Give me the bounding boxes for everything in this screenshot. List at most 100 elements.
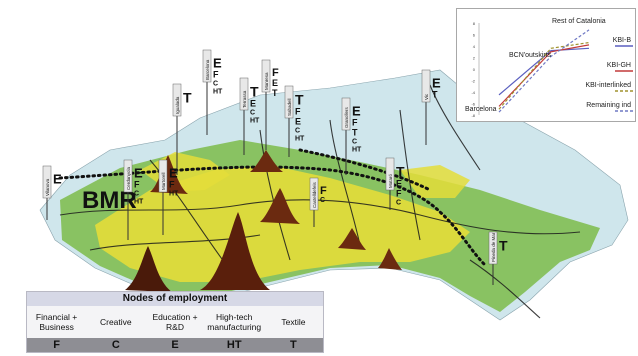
peak-hospitalet <box>260 188 300 224</box>
pole-tag <box>488 231 498 265</box>
pole-tag <box>202 49 212 83</box>
peak-manresa <box>250 150 283 172</box>
pole-code: HT <box>169 191 179 198</box>
category-label: Barcelona <box>465 106 497 113</box>
pole-code: E <box>53 172 62 187</box>
pole-code: HT <box>352 147 362 154</box>
pole-code: C <box>295 128 300 135</box>
pole-name: Granollers <box>344 106 349 128</box>
pole-code: F <box>272 67 279 79</box>
legend-code: T <box>290 339 297 351</box>
pole-castelldefels: Castelldefels FC <box>309 177 327 227</box>
bmr-boundary-line <box>58 165 487 267</box>
y-tick-label: -2 <box>471 79 475 84</box>
category-label: Rest of Catalonia <box>552 18 606 25</box>
pole-code: C <box>320 197 325 204</box>
pole-code: T <box>396 164 405 180</box>
peak-barcelona <box>200 212 270 290</box>
pole-name: Vic <box>424 93 429 100</box>
pole-name: Castelldefels <box>312 181 317 208</box>
pole-vilanova: Vilanova E <box>42 165 62 220</box>
pole-code: HT <box>295 136 305 143</box>
pole-code: E <box>295 117 301 127</box>
pole-code: C <box>250 110 255 117</box>
legend-entry-label: KBI-B <box>613 37 632 44</box>
pole-tag <box>385 157 395 191</box>
pole-pineda-de-mar: Pineda de Mar T <box>488 231 508 285</box>
y-tick-label: 4 <box>473 44 476 49</box>
pole-code: F <box>213 70 219 80</box>
pole-code: F <box>134 180 140 190</box>
category-label: BCN'outskirts <box>509 52 552 59</box>
legend-entry-label: KBI-interlinked <box>585 82 631 89</box>
pole-tag <box>239 77 249 111</box>
pole-code: HT <box>213 89 223 96</box>
pole-code: E <box>213 56 222 71</box>
pole-code: E <box>272 78 278 88</box>
pole-tag <box>309 177 319 211</box>
pole-code: T <box>499 238 508 254</box>
pole-code: HT <box>250 118 260 125</box>
y-tick-label: 8 <box>473 21 476 26</box>
pole-tag <box>261 59 271 93</box>
pole-igualada: Igualada T <box>172 83 192 175</box>
pole-name: Sabadell <box>287 98 292 116</box>
pole-code: T <box>183 90 192 106</box>
pole-code: E <box>134 166 143 181</box>
pole-name: Pineda de Mar <box>491 232 496 262</box>
pole-name: Barcelona <box>205 59 210 80</box>
pole-code: E <box>352 104 361 119</box>
pole-code: E <box>169 166 178 181</box>
legend-entry-label: Remaining ind <box>586 102 631 109</box>
pole-code: T <box>352 128 358 138</box>
pole-code: T <box>295 92 304 108</box>
peak-barcelona-south <box>125 246 172 292</box>
series-line-remaining-ind <box>498 29 590 113</box>
pole-tag <box>42 165 52 199</box>
pole-code: C <box>396 200 401 207</box>
pole-name: Terrassa <box>242 90 247 108</box>
kbi-inset-chart: 8 6 4 2 0 -2 -4 -6 -8 Barcelona BCN'outskirts Rest … <box>456 8 636 122</box>
pole-name: Manresa <box>264 72 269 90</box>
pole-name: Mataró <box>388 173 393 188</box>
urban-yellow-area-east <box>400 165 470 198</box>
pole-name: Vilanova <box>45 178 50 196</box>
legend-title: Nodes of employment <box>27 292 323 306</box>
legend-entry-label: KBI-GH <box>607 62 631 69</box>
pole-code: F <box>396 189 402 199</box>
pole-name: Martorell <box>161 172 166 190</box>
legend-label: Textile <box>281 317 306 327</box>
pole-code: C <box>352 139 357 146</box>
pole-code: C <box>134 191 139 198</box>
pole-code: HT <box>134 199 144 206</box>
y-tick-label: 0 <box>473 67 476 72</box>
pole-tag <box>172 83 182 117</box>
y-tick-label: 6 <box>473 33 476 38</box>
pole-manresa: Manresa FET <box>261 59 279 150</box>
urban-yellow-area <box>95 165 470 282</box>
pole-code: E <box>250 99 256 109</box>
pole-name: Igualada <box>175 96 180 114</box>
legend-code: F <box>53 339 60 351</box>
pole-code: C <box>213 81 218 88</box>
nodes-legend: Nodes of employment Financial + Business… <box>26 291 324 353</box>
pole-name: Cerdanyola <box>126 166 131 190</box>
bmr-boundary-line-east <box>298 148 432 192</box>
legend-code: HT <box>226 339 242 351</box>
series-line-kbi-interlinked <box>498 41 590 110</box>
peak-mataro <box>378 248 402 270</box>
pole-tag <box>421 69 431 103</box>
legend-code: E <box>171 339 179 351</box>
y-tick-label: -8 <box>471 113 475 118</box>
pole-code: F <box>320 185 327 197</box>
y-tick-label: -4 <box>471 90 475 95</box>
pole-code: E <box>432 76 441 91</box>
pole-tag <box>284 85 294 119</box>
